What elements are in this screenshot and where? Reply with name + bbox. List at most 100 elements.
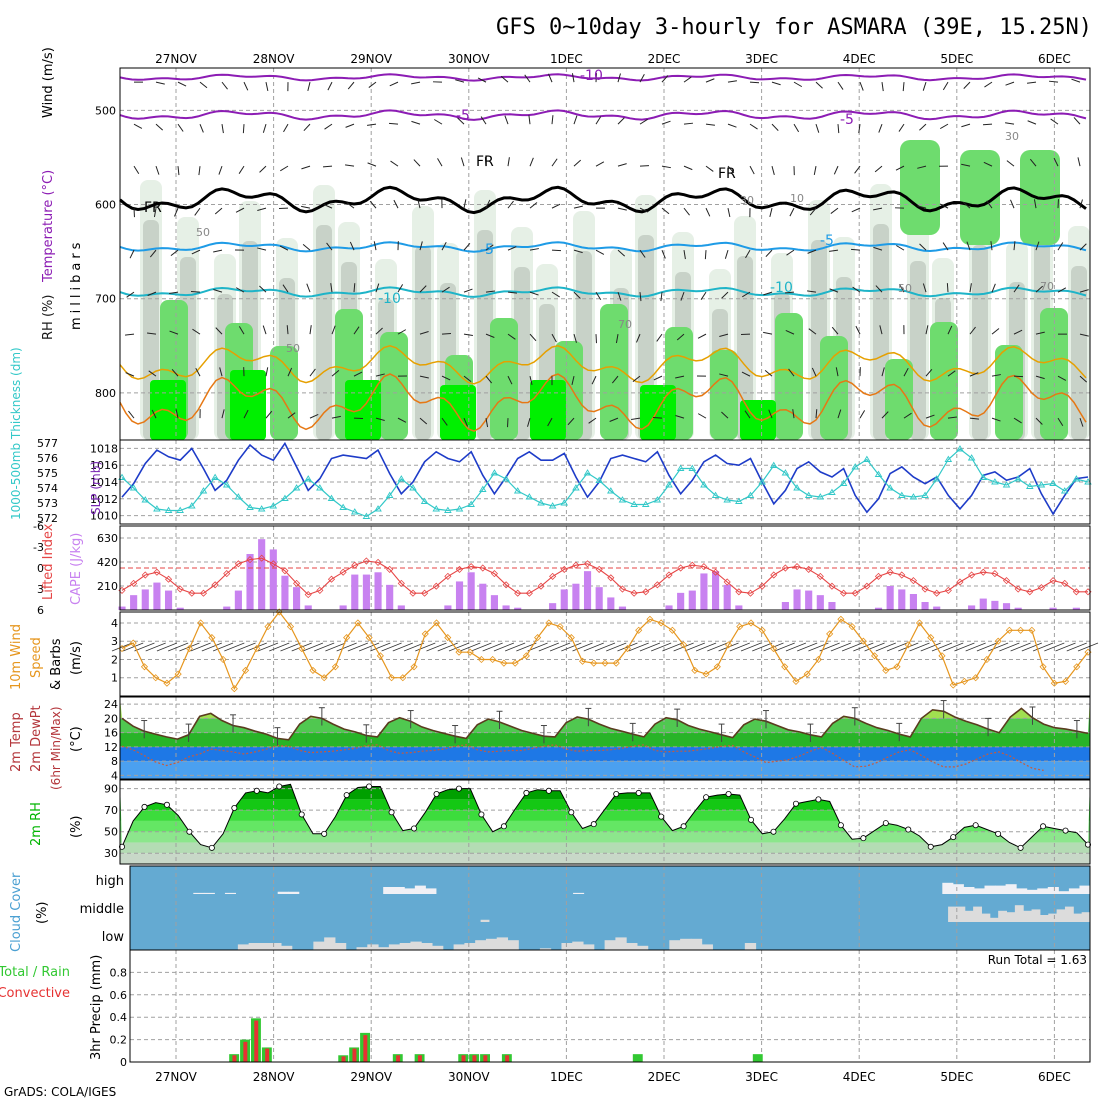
- isotherm-10: [119, 286, 1087, 298]
- wind-barb: [573, 333, 577, 343]
- wind-barb: [265, 410, 273, 419]
- cloud-low-fill: [356, 947, 368, 950]
- rh-frame: [119, 779, 1091, 865]
- date-label-top: 29NOV: [350, 52, 392, 66]
- surface-wind-barb: [381, 642, 402, 652]
- wind-barb: [419, 417, 428, 425]
- wind-barb: [873, 207, 883, 211]
- run-total-label: Run Total = 1.63: [988, 953, 1087, 967]
- surface-wind-barb: [415, 642, 436, 652]
- wind-barb: [617, 249, 626, 257]
- wind-barb: [279, 245, 289, 251]
- wind-barb: [991, 328, 1000, 335]
- surface-wind-barb: [651, 642, 672, 652]
- surface-wind-barb: [123, 642, 144, 652]
- cloud-middle-fill: [964, 910, 974, 922]
- cloud-high-fill: [963, 887, 975, 894]
- wind-barb: [656, 333, 663, 342]
- rh-band-bright: [740, 400, 776, 440]
- rh-point: [366, 783, 373, 790]
- temp-ylabel-0: 2m Temp: [9, 712, 24, 772]
- wind-barb: [811, 367, 817, 377]
- wind-barb: [807, 290, 817, 293]
- wind-barb: [919, 243, 927, 251]
- rh-point: [680, 823, 687, 830]
- temp-ytick: 4: [111, 769, 118, 782]
- thickness-point: [513, 487, 522, 494]
- cloud-low-fill: [388, 944, 401, 950]
- surface-wind-barb: [325, 642, 346, 652]
- surface-wind-barb: [471, 642, 492, 652]
- wind-barb: [177, 166, 180, 176]
- wind-speed-point: [612, 659, 620, 667]
- wind-barb: [324, 123, 333, 130]
- wind-barb: [345, 123, 355, 128]
- wind-barb: [153, 208, 157, 218]
- lifted-index-point: [688, 561, 696, 569]
- surface-wind-barb: [639, 642, 661, 652]
- rh-point: [433, 791, 440, 798]
- thickness-point: [863, 455, 871, 462]
- wind-barb: [373, 241, 377, 251]
- cape-bar: [479, 583, 487, 610]
- labels-layer: GFS 0~10day 3-hourly for ASMARA (39E, 15…: [0, 15, 1092, 1099]
- wind-barb: [617, 291, 622, 301]
- wind-barb: [280, 165, 289, 172]
- wind-barb: [611, 375, 619, 384]
- wind-barb: [198, 166, 201, 176]
- lifted-index-point: [549, 572, 557, 580]
- lifted-index-point: [793, 563, 801, 571]
- vgrid: [175, 866, 1055, 950]
- cape-bar: [246, 554, 254, 610]
- wind-barb: [881, 82, 884, 92]
- freezing-level: [119, 185, 1087, 215]
- rh-ylabel-1: (%): [69, 816, 84, 839]
- wind-barb: [609, 417, 619, 422]
- contour-label: -5: [840, 112, 854, 128]
- wind-barb: [986, 200, 993, 209]
- rh-point: [478, 811, 485, 818]
- surface-wind-barb: [1066, 642, 1087, 652]
- rh-contour-label: 50: [196, 226, 210, 239]
- precip-total-bar: [632, 1054, 643, 1062]
- rh-band-green: [490, 318, 518, 440]
- cape-bar: [677, 592, 685, 610]
- wind-barb: [724, 249, 729, 259]
- wind-barb: [591, 375, 597, 385]
- wind-speed-point: [702, 670, 710, 678]
- wind-barb: [390, 160, 399, 167]
- wind-speed-point: [927, 633, 935, 642]
- wind-barb: [763, 291, 773, 296]
- thickness-point: [432, 505, 441, 512]
- lifted-index-point: [851, 589, 859, 597]
- wind-barb: [705, 78, 715, 83]
- rh-band-bright: [640, 385, 676, 440]
- wind-barb: [419, 331, 429, 335]
- thickness-point: [246, 503, 254, 510]
- wind-barb: [969, 326, 976, 335]
- wind-barb: [411, 120, 421, 125]
- thickness-point: [420, 497, 429, 504]
- thickness-point: [1060, 487, 1069, 494]
- wind-barb: [683, 207, 690, 216]
- wind-barb: [259, 285, 267, 293]
- cloud-high-fill: [425, 888, 437, 894]
- wind-barb: [785, 330, 795, 335]
- rh-band: [120, 853, 1090, 864]
- wind-barb: [375, 327, 383, 335]
- wind-speed-point: [354, 619, 362, 627]
- wind-speed-point: [320, 674, 328, 682]
- wind-barb: [238, 326, 245, 335]
- surface-wind-barb: [673, 642, 694, 652]
- wind-barb: [878, 123, 883, 133]
- surface-wind-barb: [212, 642, 234, 652]
- date-label-top: 2DEC: [648, 52, 681, 66]
- cloud-high-fill: [952, 884, 964, 894]
- wind-barb: [925, 414, 935, 419]
- cape-bar: [712, 571, 720, 610]
- wind-barb: [749, 165, 755, 175]
- wind-barb: [771, 81, 781, 86]
- wind-barb: [133, 123, 143, 129]
- rh-band-green: [885, 359, 913, 440]
- cloud-low-fill: [367, 944, 379, 950]
